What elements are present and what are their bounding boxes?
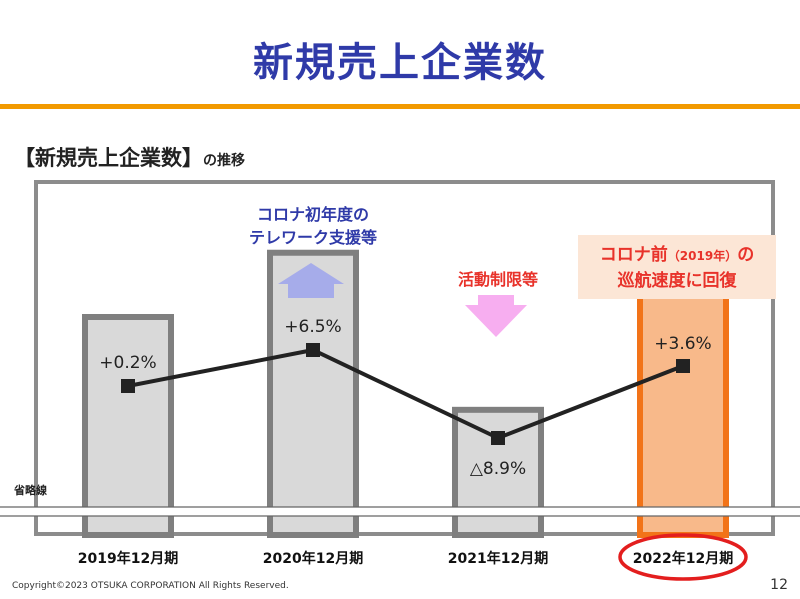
up-arrow-text-line1: コロナ初年度の (257, 205, 369, 224)
up-arrow-text-line2: テレワーク支援等 (249, 228, 377, 247)
page-number: 12 (770, 577, 788, 593)
recovery-callout-box (578, 235, 776, 299)
data-label-0: +0.2% (99, 353, 156, 373)
down-arrow-text: 活動制限等 (458, 270, 538, 289)
title-rule (0, 104, 800, 109)
highlight-circle (618, 533, 748, 581)
chart-subtitle: 【新規売上企業数】の推移 (14, 142, 245, 172)
bar-0 (82, 314, 174, 538)
data-label-1: +6.5% (284, 317, 341, 337)
recovery-text-part3: の (737, 245, 754, 265)
bar-3 (637, 279, 729, 538)
slide-title: 新規売上企業数 (253, 40, 547, 86)
subtitle-main: 【新規売上企業数】 (14, 146, 203, 170)
category-label-0: 2019年12月期 (78, 550, 178, 567)
growth-marker-1 (306, 343, 320, 357)
down-arrow-icon (465, 295, 527, 337)
category-label-2: 2021年12月期 (448, 550, 548, 567)
bar-1 (267, 249, 359, 539)
recovery-text-line2: 巡航速度に回復 (618, 270, 738, 291)
label-group: 2019年12月期 +0.2% 2020年12月期 +6.5% 2021年12月期 △8.… (78, 317, 733, 567)
growth-line (127, 347, 684, 441)
growth-marker-3 (676, 359, 690, 373)
copyright: Copyright©2023 OTSUKA CORPORATION All Ri… (12, 581, 289, 591)
recovery-text-line1: コロナ前（2019年）の (600, 244, 754, 265)
axis-break-label: 省略線 (13, 483, 47, 497)
growth-marker-2 (491, 431, 505, 445)
axis-break (0, 506, 800, 517)
up-arrow-icon (278, 263, 344, 298)
growth-line-group (121, 343, 690, 445)
data-label-2: △8.9% (470, 459, 526, 479)
recovery-text-part2: （2019年） (668, 248, 737, 263)
category-label-3: 2022年12月期 (633, 550, 733, 567)
subtitle-suffix: の推移 (203, 153, 245, 169)
recovery-text-part1: コロナ前 (600, 244, 668, 265)
growth-marker-0 (121, 379, 135, 393)
data-label-3: +3.6% (654, 334, 711, 354)
axis-break-gap (0, 507, 800, 516)
category-label-1: 2020年12月期 (263, 550, 363, 567)
